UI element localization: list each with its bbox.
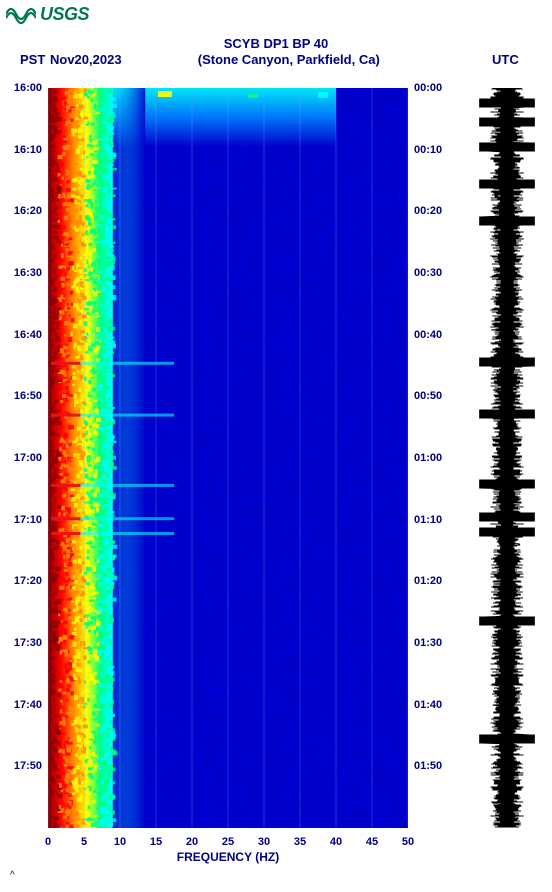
y-tick-left: 17:20 (0, 575, 42, 587)
y-tick-left: 17:00 (0, 452, 42, 464)
x-tick: 35 (294, 836, 306, 848)
right-tz-label: UTC (492, 52, 532, 67)
y-tick-right: 01:10 (414, 514, 442, 526)
logo-text: USGS (40, 4, 89, 25)
y-axis-right: 00:0000:1000:2000:3000:4000:5001:0001:10… (410, 88, 460, 828)
y-tick-right: 01:40 (414, 699, 442, 711)
y-tick-right: 01:30 (414, 637, 442, 649)
y-tick-right: 01:50 (414, 760, 442, 772)
y-tick-right: 00:40 (414, 329, 442, 341)
waveform-strip (478, 88, 536, 828)
x-tick: 15 (150, 836, 162, 848)
waveform-svg (478, 88, 536, 828)
y-tick-right: 00:10 (414, 144, 442, 156)
x-tick: 30 (258, 836, 270, 848)
x-tick: 40 (330, 836, 342, 848)
x-tick: 5 (81, 836, 87, 848)
footer-mark: ^ (10, 870, 15, 881)
y-tick-left: 17:40 (0, 699, 42, 711)
spectrogram-svg (48, 88, 408, 828)
x-axis-label: FREQUENCY (HZ) (48, 850, 408, 864)
y-tick-right: 00:00 (414, 82, 442, 94)
y-tick-left: 16:10 (0, 144, 42, 156)
y-tick-right: 00:30 (414, 267, 442, 279)
x-tick: 0 (45, 836, 51, 848)
y-axis-left: 16:0016:1016:2016:3016:4016:5017:0017:10… (0, 88, 46, 828)
x-tick: 45 (366, 836, 378, 848)
x-tick: 25 (222, 836, 234, 848)
y-tick-right: 01:00 (414, 452, 442, 464)
y-tick-left: 16:00 (0, 82, 42, 94)
subtitle-label: (Stone Canyon, Parkfield, Ca) (86, 52, 492, 67)
x-tick: 10 (114, 836, 126, 848)
y-tick-right: 00:50 (414, 390, 442, 402)
y-tick-left: 17:30 (0, 637, 42, 649)
y-tick-left: 16:20 (0, 205, 42, 217)
y-tick-right: 01:20 (414, 575, 442, 587)
y-tick-left: 16:30 (0, 267, 42, 279)
x-tick: 50 (402, 836, 414, 848)
usgs-logo: USGS (6, 4, 89, 25)
y-tick-left: 16:40 (0, 329, 42, 341)
chart-title: SCYB DP1 BP 40 (0, 36, 552, 51)
spectrogram-plot (48, 88, 408, 828)
chart-subheader: PST Nov20,2023 (Stone Canyon, Parkfield,… (0, 52, 552, 67)
usgs-wave-icon (6, 6, 36, 24)
y-tick-left: 17:10 (0, 514, 42, 526)
y-tick-left: 17:50 (0, 760, 42, 772)
x-tick: 20 (186, 836, 198, 848)
y-tick-left: 16:50 (0, 390, 42, 402)
y-tick-right: 00:20 (414, 205, 442, 217)
